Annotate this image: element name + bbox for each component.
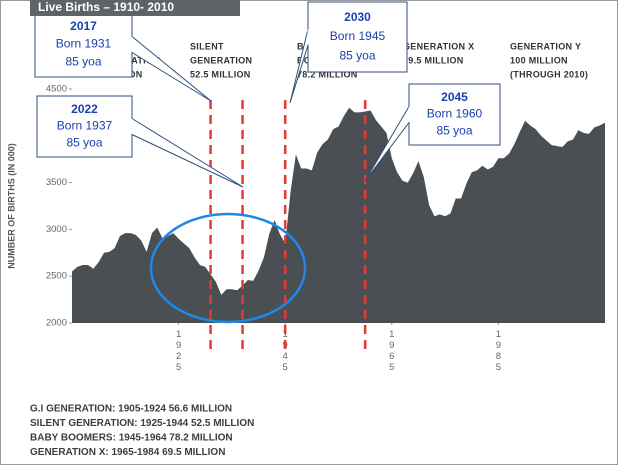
generation-header: 52.5 MILLION bbox=[190, 69, 251, 79]
generation-header: GENERATION X bbox=[403, 41, 474, 51]
callout-pointer bbox=[131, 118, 244, 188]
y-axis-label: NUMBER OF BIRTHS (IN 000) bbox=[6, 143, 16, 269]
footer-line: GENERATION X: 1965-1984 69.5 MILLION bbox=[30, 447, 225, 458]
callout-joint bbox=[307, 29, 310, 45]
callouts: 2017 Born 1931 85 yoa 2022 Born 1937 85 yoa 20… bbox=[34, 1, 501, 188]
highlight-ellipse bbox=[149, 212, 307, 324]
footer-line: SILENT GENERATION: 1925-1944 52.5 MILLIO… bbox=[30, 418, 254, 429]
callout-age: 85 yoa bbox=[66, 135, 102, 149]
x-tick-label: 1965 bbox=[386, 329, 397, 373]
footer-line: BABY BOOMERS: 1945-1964 78.2 MILLION bbox=[30, 433, 233, 444]
generation-header: GENERATION bbox=[190, 55, 252, 65]
generation-header: 100 MILLION bbox=[510, 55, 568, 65]
generation-header: 78.2 MILLION bbox=[297, 69, 358, 79]
y-tick-label: 4500 bbox=[46, 84, 67, 95]
plot: 2000250030003500400045001925194519651985 bbox=[46, 84, 605, 373]
x-tick-label: 1925 bbox=[173, 329, 184, 373]
callout-text: Born 1945 bbox=[330, 29, 386, 43]
births-area bbox=[72, 107, 605, 323]
generation-header: (THROUGH 2010) bbox=[510, 69, 588, 79]
y-tick-label: 2500 bbox=[46, 271, 67, 282]
chart-title: Live Births – 1910- 2010 bbox=[38, 0, 174, 14]
callout-box bbox=[36, 95, 133, 158]
y-tick-label: 2000 bbox=[46, 318, 67, 329]
annotations bbox=[149, 100, 367, 350]
callout-year: 2045 bbox=[441, 90, 468, 104]
title-box bbox=[30, 0, 240, 16]
generation-header: GENERATION Y bbox=[510, 41, 581, 51]
callout-text: Born 1931 bbox=[56, 37, 112, 51]
callout-text: Born 1960 bbox=[427, 107, 483, 121]
footer-line: G.I GENERATION: 1905-1924 56.6 MILLION bbox=[30, 404, 232, 415]
y-tick-label: 3500 bbox=[46, 177, 67, 188]
generation-header: SILENT bbox=[190, 41, 224, 51]
callout-pointer bbox=[131, 36, 212, 102]
x-tick-label: 1985 bbox=[493, 329, 504, 373]
callout-pointer bbox=[289, 28, 309, 104]
callout-year: 2017 bbox=[70, 19, 97, 33]
footer: G.I GENERATION: 1905-1924 56.6 MILLION SI… bbox=[30, 404, 254, 459]
callout-box bbox=[408, 83, 501, 146]
callout-year: 2030 bbox=[344, 10, 371, 24]
callout-age: 85 yoa bbox=[339, 48, 375, 62]
x-tick-label: 1945 bbox=[280, 329, 291, 373]
callout-joint bbox=[408, 107, 411, 122]
callout-age: 85 yoa bbox=[436, 123, 472, 137]
callout-joint bbox=[130, 119, 133, 134]
callout-age: 85 yoa bbox=[65, 55, 101, 69]
generation-header: 69.5 MILLION bbox=[403, 55, 464, 65]
y-tick-label: 3000 bbox=[46, 224, 67, 235]
callout-joint bbox=[130, 37, 133, 52]
callout-box bbox=[307, 1, 408, 73]
callout-text: Born 1937 bbox=[57, 119, 113, 133]
callout-box bbox=[34, 11, 133, 78]
callout-pointer bbox=[364, 106, 410, 182]
callout-year: 2022 bbox=[71, 102, 98, 116]
